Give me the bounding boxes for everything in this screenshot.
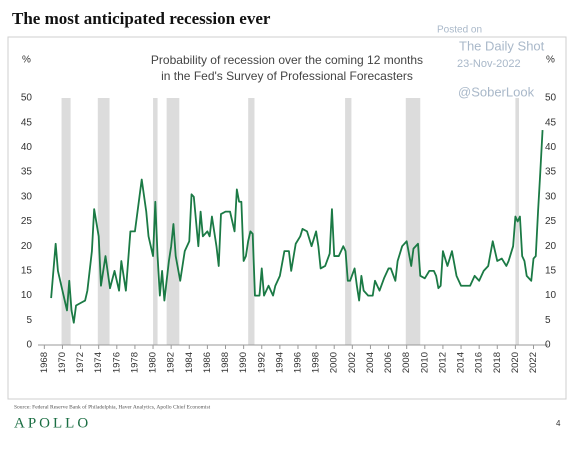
source-note: Source: Federal Reserve Bank of Philadel… <box>14 403 211 410</box>
x-tick-label: 2014 <box>456 352 467 373</box>
recession-band <box>97 98 110 345</box>
subtitle: in the Fed's Survey of Professional Fore… <box>161 69 413 83</box>
x-tick-label: 2002 <box>347 352 358 373</box>
y2-tick-label: 5 <box>545 315 551 326</box>
data-line <box>50 130 544 324</box>
x-tick-label: 2022 <box>528 352 539 373</box>
logo: APOLLO <box>14 415 91 431</box>
y2-tick-label: 35 <box>545 167 557 178</box>
y2-tick-label: 20 <box>545 241 557 252</box>
chart-frame <box>7 36 567 400</box>
y2-tick-label: 30 <box>545 191 557 202</box>
y-tick-label: 5 <box>26 315 32 326</box>
y-tick-label: 10 <box>21 290 33 301</box>
y-tick-label: 0 <box>26 340 32 351</box>
watermark: 23-Nov-2022 <box>457 58 521 70</box>
y-tick-label: 20 <box>21 241 33 252</box>
x-tick-label: 2006 <box>383 352 394 373</box>
x-tick-label: 1998 <box>311 352 322 373</box>
x-tick-label: 2016 <box>474 352 485 373</box>
y2-tick-label: 45 <box>545 117 557 128</box>
x-tick-label: 1992 <box>256 352 267 373</box>
x-tick-label: 2012 <box>437 352 448 373</box>
x-tick-label: 1974 <box>93 352 104 373</box>
recession-band <box>248 98 255 345</box>
x-tick-label: 1972 <box>75 352 86 373</box>
recession-band <box>405 98 421 345</box>
y-axis-label: % <box>22 55 31 66</box>
recession-band <box>345 98 352 345</box>
x-tick-label: 2008 <box>401 352 412 373</box>
y-tick-label: 25 <box>21 216 33 227</box>
subtitle: Probability of recession over the coming… <box>151 53 423 67</box>
watermark: Posted on <box>437 25 482 36</box>
x-tick-label: 1978 <box>129 352 140 373</box>
page-number: 4 <box>556 419 561 428</box>
y2-axis-label: % <box>546 55 555 66</box>
y2-tick-label: 50 <box>545 93 557 104</box>
x-tick-label: 2010 <box>419 352 430 373</box>
y2-tick-label: 0 <box>545 340 551 351</box>
y-tick-label: 15 <box>21 266 33 277</box>
y-tick-label: 50 <box>21 93 33 104</box>
y2-tick-label: 10 <box>545 290 557 301</box>
x-tick-label: 1980 <box>148 352 159 373</box>
y-tick-label: 45 <box>21 117 33 128</box>
x-tick-label: 1986 <box>202 352 213 373</box>
y-tick-label: 30 <box>21 191 33 202</box>
x-tick-label: 2004 <box>365 352 376 373</box>
x-tick-label: 1970 <box>57 352 68 373</box>
x-tick-label: 1984 <box>184 352 195 373</box>
watermark: The Daily Shot <box>459 38 545 53</box>
y-tick-label: 40 <box>21 142 33 153</box>
y2-tick-label: 15 <box>545 266 557 277</box>
x-tick-label: 2020 <box>510 352 521 373</box>
x-tick-label: 2000 <box>329 352 340 373</box>
y2-tick-label: 40 <box>545 142 557 153</box>
recession-band <box>61 98 71 345</box>
x-tick-label: 2018 <box>492 352 503 373</box>
recession-band <box>166 98 180 345</box>
x-tick-label: 1996 <box>292 352 303 373</box>
y2-tick-label: 25 <box>545 216 557 227</box>
x-tick-label: 1968 <box>39 352 50 373</box>
x-tick-label: 1988 <box>220 352 231 373</box>
x-tick-label: 1994 <box>274 352 285 373</box>
x-tick-label: 1976 <box>111 352 122 373</box>
chart-title: The most anticipated recession ever <box>12 9 271 28</box>
y-tick-label: 35 <box>21 167 33 178</box>
watermark: @SoberLook <box>458 84 535 99</box>
x-tick-label: 1982 <box>166 352 177 373</box>
x-tick-label: 1990 <box>238 352 249 373</box>
